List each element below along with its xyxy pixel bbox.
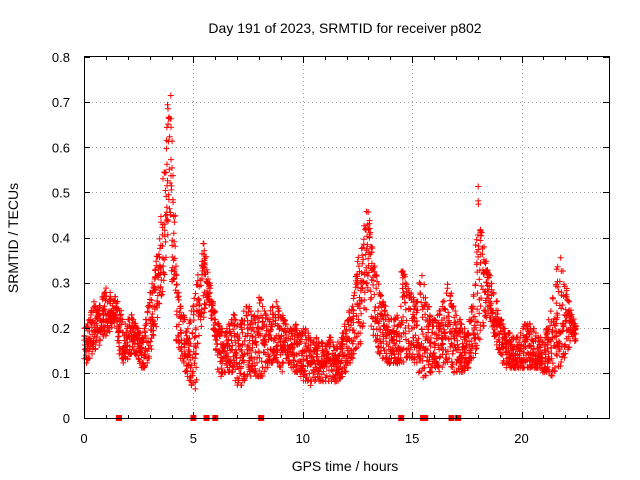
chart-title: Day 191 of 2023, SRMTID for receiver p80…: [208, 20, 481, 36]
plus-marker-group: [350, 289, 358, 357]
plus-marker-group: [472, 236, 481, 352]
plus-marker-group: [477, 226, 485, 334]
y-tick-label: 0.5: [52, 185, 70, 200]
plus-marker-group: [485, 271, 494, 321]
plus-marker-group: [243, 303, 251, 379]
y-tick-label: 0.2: [52, 321, 70, 336]
y-tick-label: 0.6: [52, 140, 70, 155]
plus-marker-group: [190, 290, 199, 392]
y-tick-labels: 0 0.1 0.2 0.3 0.4 0.5 0.6 0.7 0.8: [52, 50, 70, 426]
plus-marker-group: [111, 293, 120, 322]
y-tick-label: 0: [63, 411, 70, 426]
y-tick-label: 0.4: [52, 231, 70, 246]
x-tick-label: 10: [296, 431, 310, 446]
plus-marker-group: [435, 307, 444, 375]
data-points: [81, 93, 579, 392]
plus-marker-group: [245, 303, 253, 375]
plus-marker-group: [186, 317, 194, 384]
x-axis-label: GPS time / hours: [292, 458, 399, 474]
plus-marker-group: [413, 298, 422, 366]
plus-marker-group: [358, 236, 367, 330]
x-tick-label: 5: [190, 431, 197, 446]
y-tick-label: 0.1: [52, 366, 70, 381]
plus-marker-group: [400, 271, 409, 365]
x-tick-labels: 0 5 10 15 20: [80, 431, 528, 446]
x-tick-label: 0: [80, 431, 87, 446]
plus-marker-group: [170, 212, 179, 294]
y-tick-label: 0.8: [52, 50, 70, 65]
x-tick-label: 15: [405, 431, 419, 446]
plus-marker-group: [230, 311, 238, 371]
x-tick-label: 20: [514, 431, 528, 446]
plus-marker-group: [422, 294, 431, 379]
plus-marker-group: [352, 271, 361, 352]
plus-marker-group: [474, 183, 483, 343]
y-tick-label: 0.3: [52, 276, 70, 291]
plus-marker-group: [444, 281, 453, 366]
plus-marker-group: [212, 316, 221, 354]
axis-ticks: [84, 57, 609, 419]
plot-frame: [84, 56, 610, 419]
plus-marker-group: [197, 258, 206, 330]
plus-marker-group: [168, 138, 177, 285]
y-tick-label: 0.7: [52, 95, 70, 110]
plus-marker-group: [236, 321, 245, 389]
plus-marker-group: [116, 307, 125, 357]
plus-marker-group: [571, 320, 579, 344]
y-axis-label: SRMTID / TECUs: [5, 183, 21, 293]
